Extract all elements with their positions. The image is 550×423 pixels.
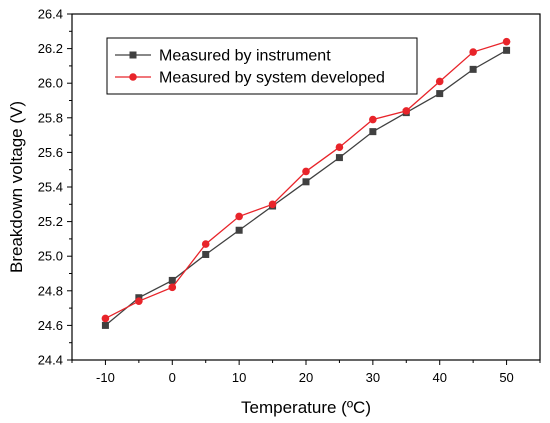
legend-label: Measured by instrument (159, 48, 331, 65)
y-tick-label: 25.6 (38, 145, 63, 160)
y-tick-label: 26.0 (38, 76, 63, 91)
x-tick-label: 0 (169, 370, 176, 385)
data-point (435, 77, 444, 86)
data-point (502, 37, 511, 46)
y-tick-label: 26.2 (38, 41, 63, 56)
data-point (302, 167, 310, 176)
data-point (168, 283, 177, 292)
legend-label: Measured by system developed (159, 70, 385, 87)
data-point (369, 128, 377, 136)
data-point (402, 107, 411, 115)
x-tick-label: 20 (299, 370, 313, 385)
legend: Measured by instrument Measured by system… (106, 37, 418, 95)
legend-swatch-marker (129, 51, 137, 59)
x-tick-label: 30 (366, 370, 380, 385)
y-tick-label: 24.4 (38, 353, 63, 368)
y-tick-label: 24.6 (38, 318, 63, 333)
data-point (369, 115, 377, 124)
data-point (268, 200, 277, 209)
data-point (302, 178, 310, 186)
x-tick-label: 10 (232, 370, 246, 385)
x-tick-label: -10 (96, 370, 115, 385)
data-point (235, 212, 243, 221)
axes: -10 0 10 20 30 40 50 24.4 24.6 24.8 25.0 25.2 25.4 25… (38, 7, 541, 385)
y-tick-label: 25.0 (38, 249, 63, 264)
data-point (469, 48, 477, 56)
data-point (235, 226, 243, 234)
data-point (503, 46, 511, 54)
data-point (202, 250, 210, 258)
x-tick-label: 40 (432, 370, 446, 385)
y-tick-label: 24.8 (38, 283, 63, 298)
legend-box (106, 37, 418, 95)
y-tick-label: 25.8 (38, 110, 63, 125)
y-axis-title: Breakdown voltage (V) (7, 101, 26, 273)
data-point (335, 154, 343, 162)
legend-swatch-marker (129, 73, 137, 81)
data-point (469, 65, 477, 73)
data-point (201, 240, 210, 248)
y-tick-label: 25.4 (38, 180, 63, 195)
x-axis-title: Temperature (ºC) (241, 398, 371, 417)
y-tick-label: 26.4 (38, 7, 63, 22)
series-layer (101, 37, 511, 329)
data-point (135, 297, 143, 305)
data-point (168, 276, 176, 284)
data-point (335, 143, 344, 152)
x-tick-label: 50 (499, 370, 513, 385)
data-point (436, 90, 444, 98)
data-point (101, 314, 110, 323)
data-point (101, 321, 109, 329)
y-tick-label: 25.2 (38, 214, 63, 229)
